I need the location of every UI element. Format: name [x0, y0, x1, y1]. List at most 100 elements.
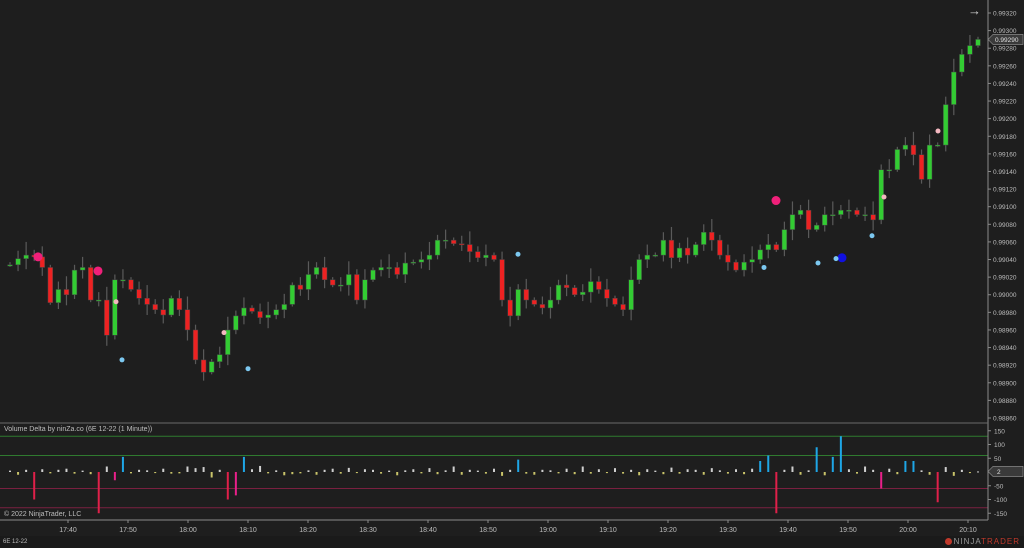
delta-bar: [614, 468, 616, 472]
scroll-to-latest-arrow-icon[interactable]: →: [968, 3, 981, 18]
candle-up: [628, 279, 634, 310]
delta-bar: [815, 447, 818, 472]
indicator-tick-label: 150: [994, 428, 1005, 435]
delta-bar: [17, 472, 20, 475]
time-tick-label: 18:00: [179, 527, 197, 534]
delta-bar: [275, 470, 278, 472]
delta-bar: [452, 466, 455, 472]
delta-bar: [525, 472, 528, 474]
candle-down: [709, 231, 715, 241]
delta-bar: [339, 472, 342, 474]
current-price-label: 0.99290: [995, 37, 1019, 44]
candle-down: [200, 359, 207, 373]
candle-up: [975, 39, 981, 46]
candle-up: [741, 261, 747, 271]
candle-up: [217, 354, 223, 362]
time-tick-label: 19:10: [599, 527, 617, 534]
delta-bar: [573, 472, 576, 475]
delta-bar: [533, 472, 536, 475]
logo-ninja: NINJA: [953, 537, 982, 546]
price-tick-label: 0.99060: [993, 239, 1017, 246]
time-tick-label: 19:20: [659, 527, 677, 534]
candle-up: [967, 45, 973, 55]
delta-bar: [234, 472, 237, 496]
candle-up: [765, 244, 771, 251]
candle-down: [805, 209, 812, 230]
price-tick-label: 0.99160: [993, 151, 1017, 158]
candle-down: [572, 287, 578, 295]
delta-bar: [347, 467, 350, 472]
price-tick-label: 0.99180: [993, 134, 1017, 141]
copyright-text: © 2022 NinjaTrader, LLC: [4, 511, 82, 518]
delta-bar: [646, 469, 649, 472]
delta-bar: [178, 472, 181, 474]
delta-bar: [904, 461, 907, 472]
candle-up: [386, 267, 392, 269]
delta-bar: [218, 469, 221, 472]
delta-bar: [872, 469, 875, 472]
delta-bar: [944, 467, 947, 472]
candle-up: [434, 239, 441, 256]
sell-dot: [113, 299, 119, 305]
delta-bar: [242, 456, 245, 472]
price-tick-label: 0.98880: [993, 398, 1017, 405]
candle-up: [71, 269, 78, 295]
candle-up: [588, 281, 594, 293]
sell-dot: [935, 128, 941, 134]
candle-up: [846, 209, 852, 212]
delta-bar: [864, 466, 867, 472]
delta-bar: [896, 472, 899, 475]
delta-bar: [702, 472, 705, 475]
candle-up: [241, 307, 247, 317]
delta-bar: [267, 472, 270, 474]
candle-up: [951, 71, 957, 105]
price-tick-label: 0.99280: [993, 46, 1017, 53]
candle-up: [209, 361, 215, 373]
candle-down: [910, 144, 917, 155]
delta-bar: [726, 472, 729, 474]
candle-down: [192, 329, 199, 361]
candle-down: [257, 311, 263, 318]
delta-bar: [355, 472, 358, 474]
delta-bar: [678, 472, 681, 474]
delta-bar: [484, 472, 487, 474]
time-tick-label: 18:30: [359, 527, 377, 534]
price-tick-label: 0.98920: [993, 363, 1017, 370]
candle-down: [184, 309, 191, 331]
candle-up: [418, 259, 425, 263]
delta-bar: [823, 472, 826, 476]
candle-up: [402, 262, 408, 275]
candle-down: [297, 284, 304, 290]
delta-bar: [710, 468, 713, 472]
delta-bar: [557, 472, 560, 474]
candle-down: [870, 214, 876, 221]
candle-up: [797, 209, 804, 215]
current-price-marker: [987, 34, 1024, 45]
buy-dot: [833, 256, 839, 262]
delta-bar: [283, 472, 286, 476]
candle-up: [289, 284, 295, 305]
delta-bar: [130, 472, 132, 474]
delta-bar: [928, 472, 931, 475]
candle-up: [814, 224, 820, 230]
volume-delta-panel: [0, 435, 988, 514]
delta-bar: [597, 469, 600, 472]
candle-down: [451, 239, 457, 244]
ninjatrader-logo-icon: [944, 538, 952, 545]
candle-up: [935, 144, 941, 147]
delta-bar: [686, 469, 689, 472]
candle-up: [789, 214, 796, 230]
delta-bar: [493, 468, 495, 472]
ninjatrader-logo: NINJATRADER: [944, 537, 1020, 546]
delta-bar: [735, 469, 737, 472]
candle-up: [378, 267, 384, 271]
delta-bar: [565, 468, 568, 472]
indicator-tick-label: -150: [994, 511, 1007, 518]
indicator-tick-label: 100: [994, 442, 1005, 449]
candle-up: [168, 298, 174, 316]
delta-bar: [307, 470, 310, 472]
delta-bar: [847, 469, 850, 472]
delta-bar: [638, 472, 641, 476]
